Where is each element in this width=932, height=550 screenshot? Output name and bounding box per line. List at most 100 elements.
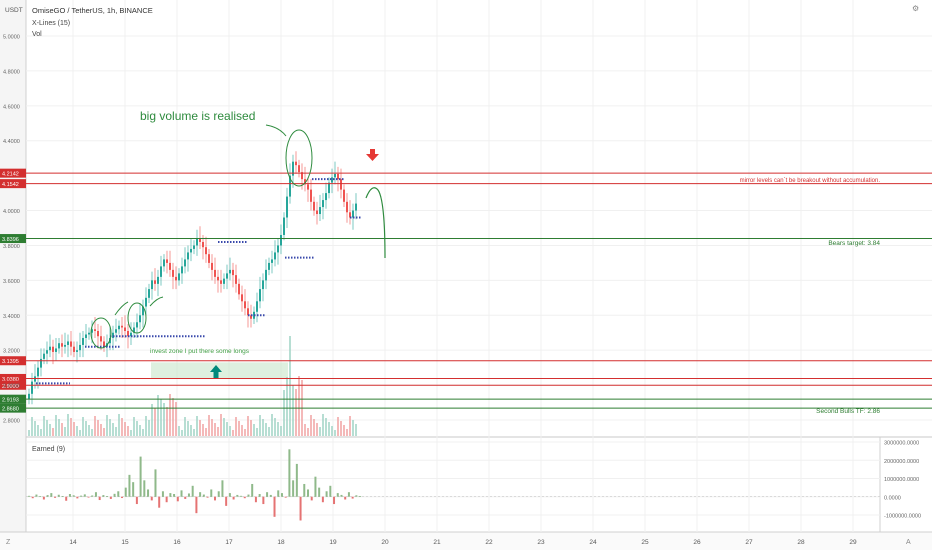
candle-body — [121, 325, 123, 328]
candle-body — [49, 346, 51, 351]
candle-body — [37, 367, 39, 377]
volume-bar — [229, 426, 231, 436]
currency-label: USDT — [5, 7, 23, 14]
earned-bar — [83, 494, 86, 497]
earned-bar — [135, 496, 138, 505]
volume-bar — [106, 415, 108, 436]
candle-body — [151, 280, 153, 290]
candle-body — [58, 343, 60, 349]
candle-body — [346, 201, 348, 213]
volume-bar — [289, 336, 291, 436]
indicator-vol: Vol — [32, 31, 42, 38]
candle-body — [238, 283, 240, 295]
volume-bar — [136, 421, 138, 436]
earned-bar — [299, 496, 302, 521]
candle-body — [349, 212, 351, 218]
candle-body — [310, 189, 312, 202]
earned-bar — [139, 456, 142, 497]
earned-tick-label: 0.0000 — [884, 495, 901, 501]
candle-body — [205, 247, 207, 255]
earned-bar — [98, 496, 101, 501]
timezone-icon[interactable]: Z — [6, 539, 11, 546]
volume-bar — [241, 425, 243, 436]
volume-bar — [73, 422, 75, 436]
earned-bar — [109, 496, 112, 499]
earned-bar — [295, 463, 298, 497]
volume-bar — [280, 426, 282, 436]
drawing-ellipse — [90, 317, 112, 349]
volume-bar — [238, 421, 240, 436]
volume-bar — [181, 430, 183, 436]
volume-bar — [61, 423, 63, 436]
grid — [26, 0, 932, 532]
volume-bar — [58, 419, 60, 436]
price-level-tag-text: 3.1395 — [2, 359, 19, 365]
volume-bar — [355, 424, 357, 436]
volume-bar — [190, 425, 192, 436]
volume-bar — [163, 403, 165, 436]
candle-body — [127, 330, 129, 337]
volume-bar — [274, 418, 276, 436]
x-tick-label: 25 — [641, 539, 649, 546]
volume-bar — [94, 416, 96, 436]
x-tick-label: 27 — [745, 539, 753, 546]
volume-bar — [109, 419, 111, 436]
candle-body — [187, 252, 189, 260]
volume-bar — [334, 430, 336, 436]
earned-bar — [243, 496, 246, 499]
volume-bar — [271, 414, 273, 436]
volume-bar — [172, 398, 174, 436]
volume-bar — [187, 421, 189, 436]
earned-bar — [214, 496, 216, 501]
volume-bar — [67, 414, 69, 436]
candle-body — [274, 252, 276, 260]
y-tick-label: 2.8000 — [3, 419, 20, 425]
candle-body — [340, 179, 342, 190]
symbol-title: OmiseGO / TetherUS, 1h, BINANCE — [32, 6, 153, 15]
axis-labels: 5.0000 4.8000 4.6000 4.4000 4.0000 3.8000 3.60… — [3, 35, 857, 547]
candle-body — [208, 254, 210, 263]
y-tick-label: 4.6000 — [3, 104, 20, 110]
x-tick-label: 26 — [693, 539, 701, 546]
volume-bar — [46, 420, 48, 436]
volume-bar — [208, 415, 210, 436]
price-level-tag-text: 2.8680 — [2, 407, 19, 413]
earned-bar — [225, 496, 228, 506]
candle-body — [31, 381, 33, 394]
earned-bar — [280, 493, 283, 497]
candle-body — [214, 269, 216, 277]
volume-bar — [151, 404, 153, 436]
candle-body — [283, 217, 285, 235]
volume-bar — [343, 425, 345, 436]
settings-gear-icon[interactable]: ⚙ — [912, 4, 919, 13]
volume-bar — [205, 428, 207, 436]
second-bulls-annotation: Second Bulls TF: 2.86 — [816, 408, 880, 415]
earned-bar — [318, 487, 321, 497]
earned-bar — [165, 496, 168, 503]
volume-bar — [52, 428, 54, 436]
volume-bar — [256, 428, 258, 436]
indicator-xlines: X-Lines (15) — [32, 20, 70, 27]
earned-bar — [292, 480, 295, 497]
price-level-tag-text: 3.8396 — [2, 237, 19, 243]
x-tick-label: 21 — [433, 539, 441, 546]
auto-scale-toggle[interactable]: A — [906, 539, 911, 546]
earned-bar — [61, 496, 64, 497]
candle-body — [64, 344, 66, 347]
earned-bar — [191, 485, 194, 497]
volume-bar — [196, 416, 198, 436]
earned-bar — [158, 496, 161, 508]
y-tick-label: 3.2000 — [3, 349, 20, 355]
candle-body — [190, 248, 192, 253]
price-level-tag — [0, 380, 26, 390]
volume-bar — [118, 414, 120, 436]
candle-body — [73, 346, 75, 352]
earned-bar — [240, 495, 243, 497]
earned-bar — [221, 480, 224, 497]
candle-body — [223, 278, 225, 284]
earned-bar — [254, 496, 257, 503]
candle-body — [229, 269, 231, 274]
x-tick-label: 15 — [121, 539, 129, 546]
earned-bar — [277, 490, 280, 497]
earned-bar — [39, 496, 42, 498]
